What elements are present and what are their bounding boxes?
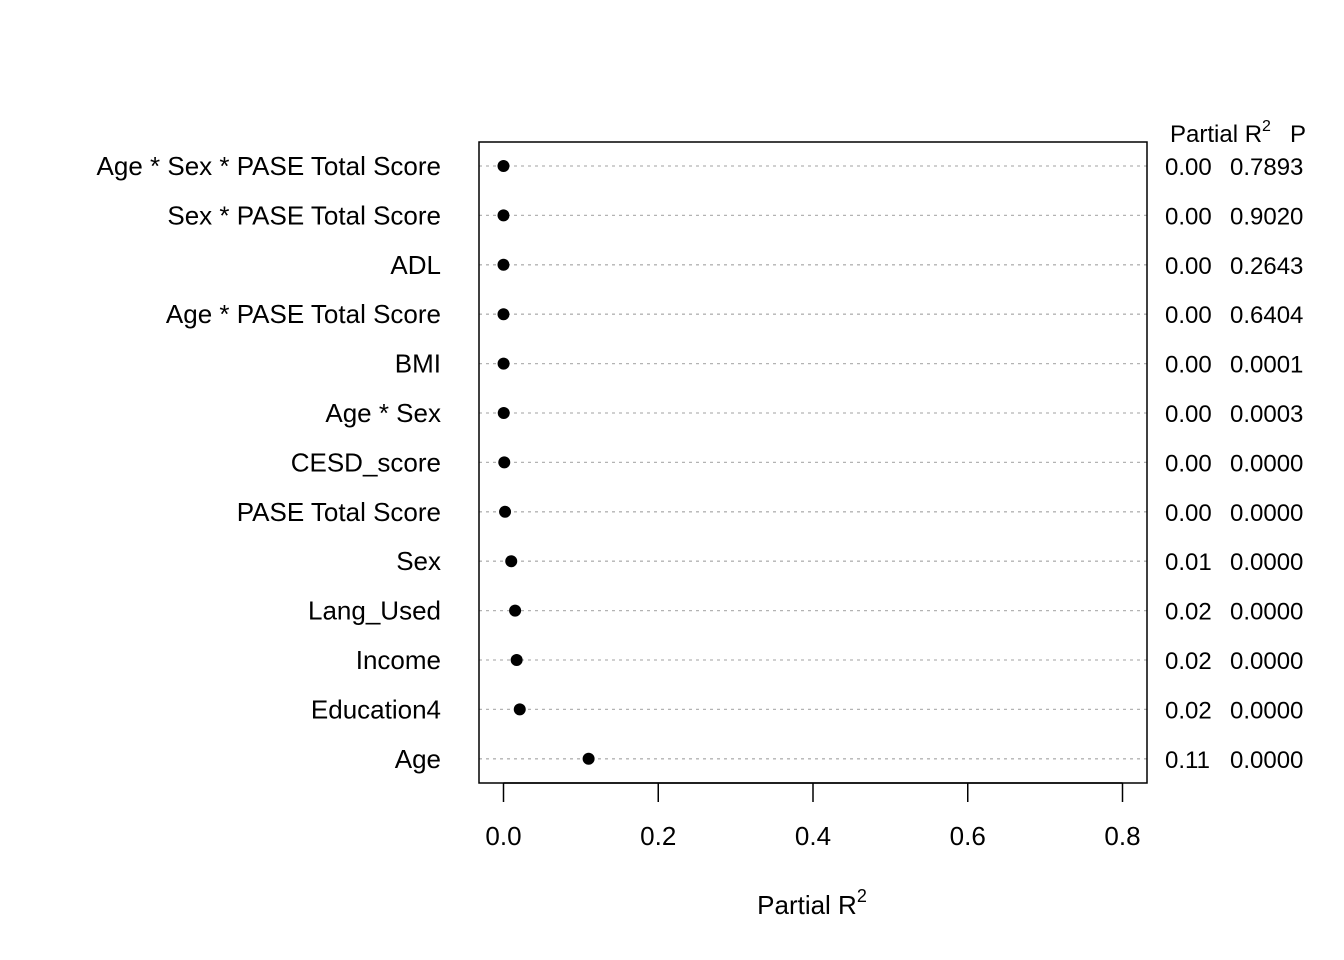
data-point — [497, 209, 510, 222]
row-p-value: 0.0000 — [1230, 549, 1303, 576]
x-tick-label: 0.6 — [950, 821, 986, 851]
x-tick-label: 0.0 — [485, 821, 521, 851]
x-tick-label: 0.2 — [640, 821, 676, 851]
row-p-value: 0.0000 — [1230, 697, 1303, 724]
row-label: Lang_Used — [308, 596, 441, 626]
data-point — [497, 258, 510, 271]
row-partial-r2: 0.02 — [1165, 697, 1212, 724]
row-p-value: 0.0000 — [1230, 500, 1303, 527]
row-partial-r2: 0.02 — [1165, 599, 1212, 626]
grid-lines — [479, 165, 1147, 760]
x-tick-label: 0.8 — [1104, 821, 1140, 851]
row-p-value: 0.0000 — [1230, 747, 1303, 774]
row-p-value: 0.2643 — [1230, 253, 1303, 280]
data-points — [497, 160, 595, 765]
row-label: Sex — [396, 546, 441, 576]
data-point — [582, 752, 595, 765]
row-partial-r2: 0.00 — [1165, 302, 1212, 329]
row-partial-r2: 0.00 — [1165, 253, 1212, 280]
row-p-value: 0.0003 — [1230, 401, 1303, 428]
row-label: Sex * PASE Total Score — [167, 200, 441, 230]
data-point — [509, 604, 522, 617]
data-point — [497, 160, 510, 172]
row-label: BMI — [395, 349, 441, 379]
row-label: Age * Sex * PASE Total Score — [97, 151, 441, 181]
data-point — [497, 407, 510, 419]
row-p-value: 0.0000 — [1230, 648, 1303, 675]
row-partial-r2: 0.11 — [1165, 747, 1210, 774]
row-partial-r2: 0.00 — [1165, 154, 1212, 181]
row-label: Age * PASE Total Score — [166, 299, 441, 329]
row-p-value: 0.9020 — [1230, 203, 1303, 230]
row-partial-r2: 0.02 — [1165, 648, 1212, 675]
row-label: ADL — [390, 250, 441, 280]
row-partial-r2: 0.00 — [1165, 401, 1212, 428]
data-point — [505, 555, 518, 568]
row-partial-r2: 0.00 — [1165, 450, 1212, 477]
row-labels: Age * Sex * PASE Total Score Sex * PASE T… — [97, 151, 441, 774]
row-label: Age * Sex — [325, 398, 441, 428]
row-p-value: 0.6404 — [1230, 302, 1303, 329]
x-axis-label: Partial R2 — [757, 886, 867, 920]
data-point — [498, 456, 511, 469]
data-point — [513, 703, 526, 716]
x-tick-label: 0.4 — [795, 821, 831, 851]
row-label: PASE Total Score — [237, 497, 441, 527]
row-label: Age — [395, 744, 441, 774]
row-label: Education4 — [311, 694, 441, 724]
data-point — [497, 308, 510, 321]
row-p-value: 0.0001 — [1230, 352, 1303, 379]
header-partial-r2: Partial R2 — [1170, 118, 1271, 148]
data-point — [497, 357, 510, 370]
row-partial-r2: 0.00 — [1165, 352, 1212, 379]
row-label: CESD_score — [291, 447, 441, 477]
row-label: Income — [356, 645, 441, 675]
row-p-value: 0.0000 — [1230, 450, 1303, 477]
row-p-value: 0.7893 — [1230, 154, 1303, 181]
data-point — [510, 654, 523, 666]
row-partial-r2: 0.00 — [1165, 203, 1212, 230]
data-point — [499, 505, 512, 518]
row-p-value: 0.0000 — [1230, 599, 1303, 626]
row-partial-r2: 0.01 — [1165, 549, 1212, 576]
x-axis: 0.0 0.2 0.4 0.6 0.8 — [485, 782, 1141, 851]
right-columns: 0.00 0.7893 0.00 0.9020 0.00 0.2643 0.00 0.6404… — [1165, 154, 1303, 774]
header-p: P — [1290, 121, 1306, 148]
row-partial-r2: 0.00 — [1165, 500, 1212, 527]
